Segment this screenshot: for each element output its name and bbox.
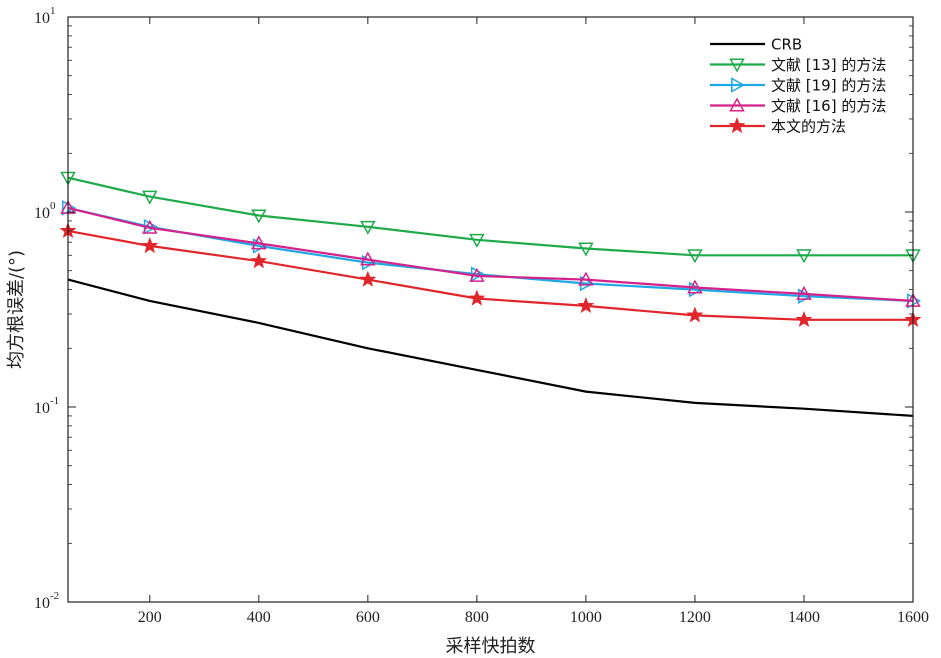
data-point xyxy=(359,270,377,287)
data-point xyxy=(62,200,77,216)
series-CRB xyxy=(67,278,914,417)
data-point xyxy=(686,306,704,323)
plot-area xyxy=(67,16,914,603)
data-point xyxy=(469,233,485,248)
legend-label: 本文的方法 xyxy=(771,118,846,136)
legend-label: CRB xyxy=(771,36,802,54)
x-tick-label: 1600 xyxy=(897,609,929,626)
data-point xyxy=(578,242,594,257)
legend-label: 文献 [13] 的方法 xyxy=(771,56,886,74)
y-tick-label: 101 xyxy=(34,5,56,27)
data-point xyxy=(469,267,485,282)
series-line xyxy=(67,278,914,417)
legend-item: 文献 [16] 的方法 xyxy=(710,97,886,115)
x-tick-label: 1200 xyxy=(679,609,711,626)
y-tick-label: 10-1 xyxy=(34,395,59,417)
series-line xyxy=(67,176,913,257)
tick-layer: 200 400 600 800 1000 1200 1400 1600 101 100 10-1 10… xyxy=(34,5,929,626)
legend-item: 文献 [19] 的方法 xyxy=(710,77,886,95)
x-tick-label: 1400 xyxy=(788,609,820,626)
data-point xyxy=(795,310,813,327)
legend-item: 文献 [13] 的方法 xyxy=(710,56,886,74)
x-tick-label: 200 xyxy=(138,609,162,626)
data-point xyxy=(141,190,158,205)
y-tick-label: 100 xyxy=(34,200,56,222)
legend-label: 文献 [16] 的方法 xyxy=(771,97,886,115)
data-point xyxy=(731,77,746,93)
y-axis-title: 均方根误差/(°) xyxy=(6,250,27,369)
data-point xyxy=(251,235,267,250)
legend-label: 文献 [19] 的方法 xyxy=(771,77,886,95)
x-axis-title: 采样快拍数 xyxy=(446,636,536,657)
series-文献 [16] 的方法 xyxy=(60,199,921,307)
data-point xyxy=(578,271,594,286)
data-point xyxy=(251,209,267,224)
series-layer xyxy=(59,171,922,417)
data-point xyxy=(360,251,376,266)
data-point xyxy=(250,252,268,269)
series-line xyxy=(67,206,914,302)
x-tick-label: 600 xyxy=(356,609,380,626)
data-point xyxy=(687,279,703,294)
legend-item: CRB xyxy=(710,36,802,54)
data-point xyxy=(796,249,812,264)
legend-item: 本文的方法 xyxy=(710,117,846,136)
y-tick-label: 10-2 xyxy=(34,590,59,612)
data-point xyxy=(468,289,486,306)
x-tick-label: 800 xyxy=(465,609,489,626)
x-tick-label: 1000 xyxy=(570,609,602,626)
data-point xyxy=(141,219,158,234)
data-point xyxy=(687,249,703,264)
x-tick-label: 400 xyxy=(247,609,271,626)
data-point xyxy=(577,297,595,314)
data-point xyxy=(796,285,812,300)
data-point xyxy=(729,97,745,112)
data-point xyxy=(360,220,376,235)
data-point xyxy=(141,237,159,254)
data-point xyxy=(728,117,746,134)
data-point xyxy=(729,58,745,73)
